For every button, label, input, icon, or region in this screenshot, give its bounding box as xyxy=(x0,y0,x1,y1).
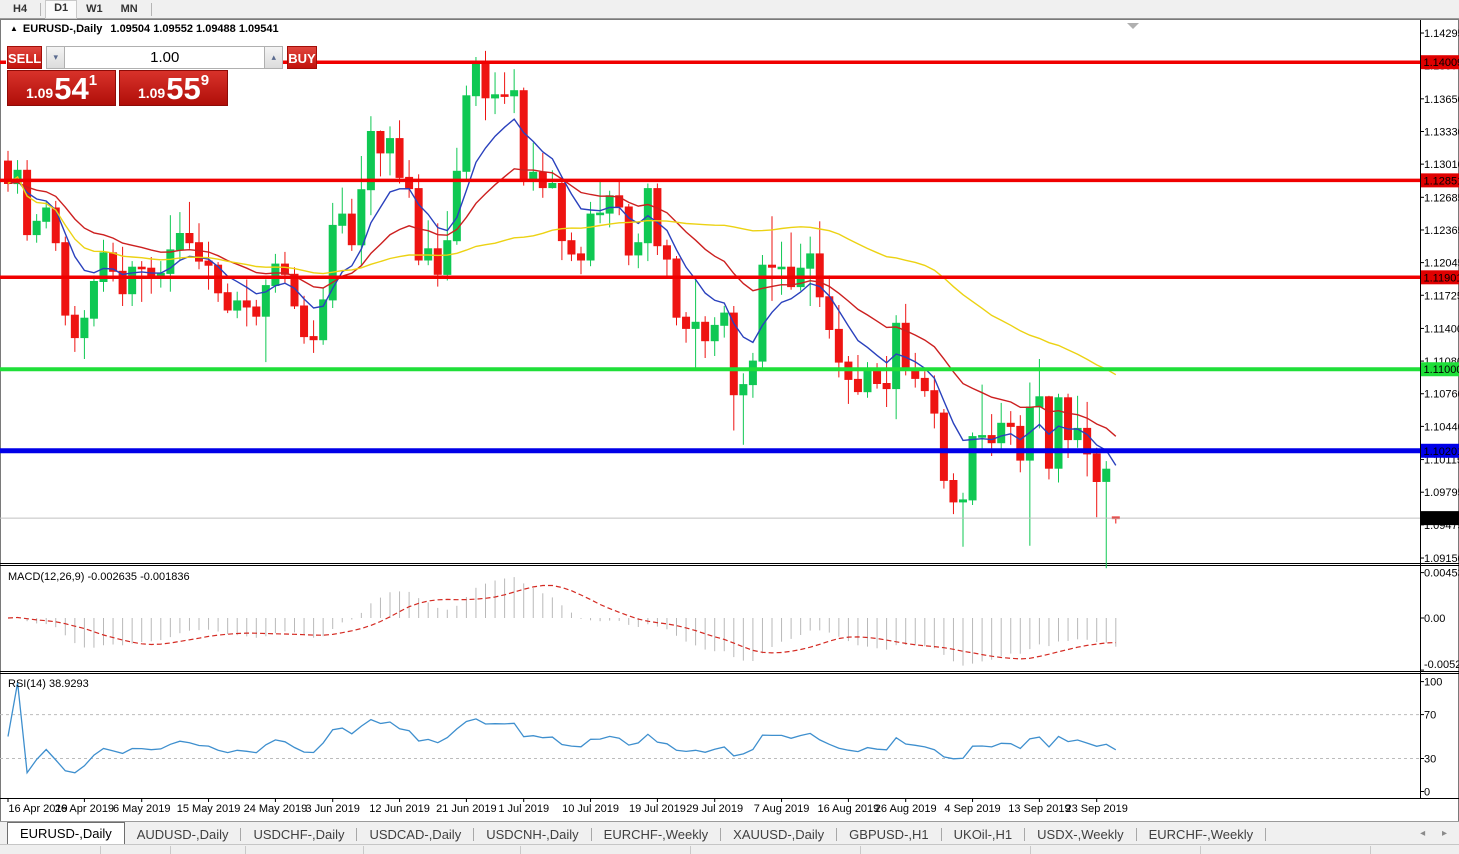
svg-text:1.14295: 1.14295 xyxy=(1424,28,1459,40)
tab-scroll-arrows: ◂ ▸ xyxy=(1406,828,1447,839)
svg-text:1.12045: 1.12045 xyxy=(1424,258,1459,270)
buy-price-sup: 9 xyxy=(201,72,209,89)
svg-text:1.13330: 1.13330 xyxy=(1424,127,1459,139)
svg-text:0: 0 xyxy=(1424,787,1430,799)
buy-price-big: 55 xyxy=(166,76,200,102)
svg-text:3 Jun 2019: 3 Jun 2019 xyxy=(305,803,359,815)
volume-input[interactable] xyxy=(65,46,264,69)
svg-text:1.11901: 1.11901 xyxy=(1424,272,1459,284)
sell-button[interactable]: SELL xyxy=(7,46,42,69)
volume-increase-icon[interactable]: ▴ xyxy=(264,46,283,69)
volume-decrease-icon[interactable]: ▾ xyxy=(46,46,65,69)
sell-price-prefix: 1.09 xyxy=(26,84,53,102)
toolbar-divider xyxy=(151,3,152,16)
tab-gbpusd-h1[interactable]: GBPUSD-,H1 xyxy=(837,825,940,844)
tab-scroll-left-icon[interactable]: ◂ xyxy=(1420,828,1425,839)
svg-text:13 Sep 2019: 13 Sep 2019 xyxy=(1008,803,1070,815)
tab-ukoil-h1[interactable]: UKOil-,H1 xyxy=(942,825,1025,844)
timeframe-button-d1[interactable]: D1 xyxy=(45,0,77,19)
svg-text:7 Aug 2019: 7 Aug 2019 xyxy=(754,803,810,815)
svg-text:1.10760: 1.10760 xyxy=(1424,389,1459,401)
buy-button[interactable]: BUY xyxy=(287,46,316,69)
tab-usdchf-daily[interactable]: USDCHF-,Daily xyxy=(241,825,356,844)
tab-scroll-right-icon[interactable]: ▸ xyxy=(1442,828,1447,839)
svg-text:12 Jun 2019: 12 Jun 2019 xyxy=(369,803,430,815)
tab-eurusd-daily[interactable]: EURUSD-,Daily xyxy=(7,822,125,844)
timeframe-button-mn[interactable]: MN xyxy=(112,1,147,18)
svg-text:100: 100 xyxy=(1424,677,1442,689)
svg-text:23 Sep 2019: 23 Sep 2019 xyxy=(1066,803,1128,815)
svg-text:1.12685: 1.12685 xyxy=(1424,192,1459,204)
svg-text:70: 70 xyxy=(1424,710,1436,722)
collapse-chart-icon[interactable]: ▲ xyxy=(10,24,18,33)
tab-usdcad-daily[interactable]: USDCAD-,Daily xyxy=(357,825,473,844)
svg-text:1.09795: 1.09795 xyxy=(1424,487,1459,499)
tab-eurchf-weekly[interactable]: EURCHF-,Weekly xyxy=(592,825,721,844)
buy-price-panel[interactable]: 1.09 55 9 xyxy=(119,70,228,106)
macd-indicator-label: MACD(12,26,9) -0.002635 -0.001836 xyxy=(8,571,190,583)
svg-text:15 May 2019: 15 May 2019 xyxy=(177,803,241,815)
svg-text:0.00: 0.00 xyxy=(1424,613,1445,625)
toolbar-divider xyxy=(40,3,41,16)
svg-text:10 Jul 2019: 10 Jul 2019 xyxy=(562,803,619,815)
svg-text:1.11725: 1.11725 xyxy=(1424,290,1459,302)
svg-text:0.004536: 0.004536 xyxy=(1424,568,1459,580)
svg-text:1.09541: 1.09541 xyxy=(1424,513,1459,525)
svg-text:19 Jul 2019: 19 Jul 2019 xyxy=(629,803,686,815)
svg-text:1.14009: 1.14009 xyxy=(1424,57,1459,69)
chart-title: ▲ EURUSD-,Daily 1.09504 1.09552 1.09488 1.… xyxy=(10,23,279,35)
svg-text:29 Jul 2019: 29 Jul 2019 xyxy=(686,803,743,815)
svg-text:1.10440: 1.10440 xyxy=(1424,421,1459,433)
svg-text:21 Jun 2019: 21 Jun 2019 xyxy=(436,803,497,815)
tab-audusd-daily[interactable]: AUDUSD-,Daily xyxy=(125,825,241,844)
sell-price-sup: 1 xyxy=(89,72,97,89)
rsi-indicator-label: RSI(14) 38.9293 xyxy=(8,678,89,690)
svg-text:1.12365: 1.12365 xyxy=(1424,225,1459,237)
one-click-trading-widget: SELL ▾ ▴ BUY 1.09 54 1 1.09 55 9 xyxy=(6,45,229,107)
volume-stepper: ▾ ▴ xyxy=(46,46,283,69)
svg-text:16 Aug 2019: 16 Aug 2019 xyxy=(818,803,880,815)
tab-usdcnh-daily[interactable]: USDCNH-,Daily xyxy=(474,825,590,844)
svg-text:26 Aug 2019: 26 Aug 2019 xyxy=(875,803,937,815)
svg-text:-0.005205: -0.005205 xyxy=(1424,659,1459,671)
svg-text:1 Jul 2019: 1 Jul 2019 xyxy=(498,803,549,815)
svg-text:6 May 2019: 6 May 2019 xyxy=(113,803,170,815)
tab-xauusd-daily[interactable]: XAUUSD-,Daily xyxy=(721,825,836,844)
svg-text:24 May 2019: 24 May 2019 xyxy=(244,803,308,815)
svg-text:1.11400: 1.11400 xyxy=(1424,323,1459,335)
sell-price-big: 54 xyxy=(54,76,88,102)
tab-usdx-weekly[interactable]: USDX-,Weekly xyxy=(1025,825,1135,844)
tab-divider xyxy=(1265,828,1266,841)
svg-text:1.13010: 1.13010 xyxy=(1424,159,1459,171)
timeframe-button-w1[interactable]: W1 xyxy=(77,1,112,18)
tab-eurchf-weekly[interactable]: EURCHF-,Weekly xyxy=(1137,825,1266,844)
svg-text:26 Apr 2019: 26 Apr 2019 xyxy=(55,803,114,815)
svg-text:1.09150: 1.09150 xyxy=(1424,553,1459,565)
buy-price-prefix: 1.09 xyxy=(138,84,165,102)
timeframe-button-h4[interactable]: H4 xyxy=(4,1,36,18)
ohlc-readout: 1.09504 1.09552 1.09488 1.09541 xyxy=(110,23,278,35)
sell-price-panel[interactable]: 1.09 54 1 xyxy=(7,70,116,106)
svg-text:1.13650: 1.13650 xyxy=(1424,94,1459,106)
svg-text:1.11000: 1.11000 xyxy=(1424,364,1459,376)
chart-symbol-label: EURUSD-,Daily xyxy=(23,23,102,35)
svg-text:30: 30 xyxy=(1424,754,1436,766)
svg-text:4 Sep 2019: 4 Sep 2019 xyxy=(944,803,1000,815)
